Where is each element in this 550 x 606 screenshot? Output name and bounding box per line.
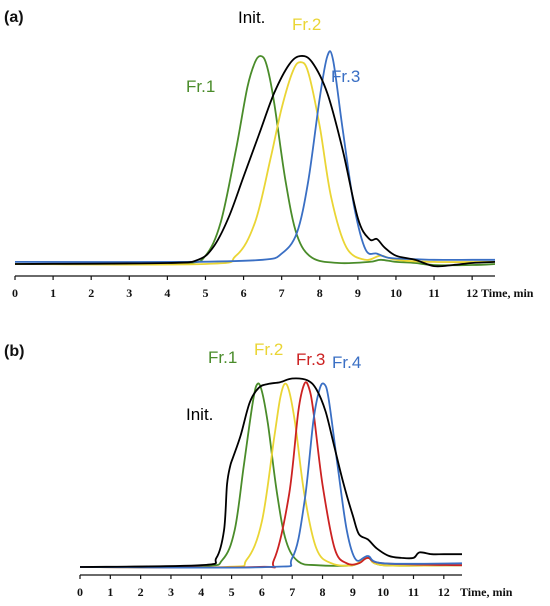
x-tick-label: 5: [229, 585, 235, 599]
series-line-fr-2: [79, 382, 463, 569]
x-tick-label: 12: [466, 286, 478, 300]
series-line-fr-3: [14, 50, 495, 263]
series-line-init: [79, 377, 462, 568]
x-tick-label: 8: [320, 585, 326, 599]
x-axis-title: Time, min: [481, 286, 534, 300]
x-axis-title: Time, min: [460, 585, 513, 599]
series-label-fr-1: Fr.1: [208, 348, 237, 367]
series-label-fr-3: Fr.3: [331, 67, 360, 86]
x-tick-label: 0: [12, 286, 18, 300]
series-label-fr-4: Fr.4: [332, 353, 361, 372]
panel-label: (b): [4, 343, 24, 360]
x-tick-label: 3: [126, 286, 132, 300]
x-tick-label: 4: [164, 286, 170, 300]
x-tick-label: 11: [428, 286, 439, 300]
x-tick-label: 11: [408, 585, 419, 599]
x-tick-label: 4: [198, 585, 204, 599]
x-tick-label: 10: [377, 585, 389, 599]
x-tick-label: 7: [289, 585, 295, 599]
series-label-fr-1: Fr.1: [186, 77, 215, 96]
x-tick-label: 3: [168, 585, 174, 599]
series-label-fr-2: Fr.2: [292, 15, 321, 34]
series-label-fr-2: Fr.2: [254, 340, 283, 359]
panel-a: (a)0 1 2 3 4 5 6 7 8 9 10 11 12 Time, minFr.1Fr.2Fr.3…: [4, 8, 534, 300]
series-line-init: [14, 55, 496, 268]
x-tick-label: 1: [107, 585, 113, 599]
panel-label: (a): [4, 9, 24, 26]
series-label-init: Init.: [238, 8, 265, 27]
x-tick-label: 10: [390, 286, 402, 300]
series-line-fr-3: [79, 381, 463, 569]
series-label-init: Init.: [186, 405, 213, 424]
series-line-fr-1: [79, 382, 463, 568]
x-tick-label: 6: [259, 585, 265, 599]
x-tick-label: 9: [350, 585, 356, 599]
series-label-fr-3: Fr.3: [296, 350, 325, 369]
x-tick-label: 2: [138, 585, 144, 599]
x-tick-label: 12: [438, 585, 450, 599]
x-tick-label: 6: [241, 286, 247, 300]
x-tick-label: 8: [317, 286, 323, 300]
x-tick-label: 0: [77, 585, 83, 599]
series-line-fr-1: [14, 55, 496, 267]
x-tick-label: 7: [279, 286, 285, 300]
x-tick-label: 5: [202, 286, 208, 300]
series-line-fr-4: [79, 382, 463, 569]
x-tick-label: 1: [50, 286, 56, 300]
series-line-fr-2: [14, 61, 496, 266]
x-tick-label: 2: [88, 286, 94, 300]
x-tick-label: 9: [355, 286, 361, 300]
